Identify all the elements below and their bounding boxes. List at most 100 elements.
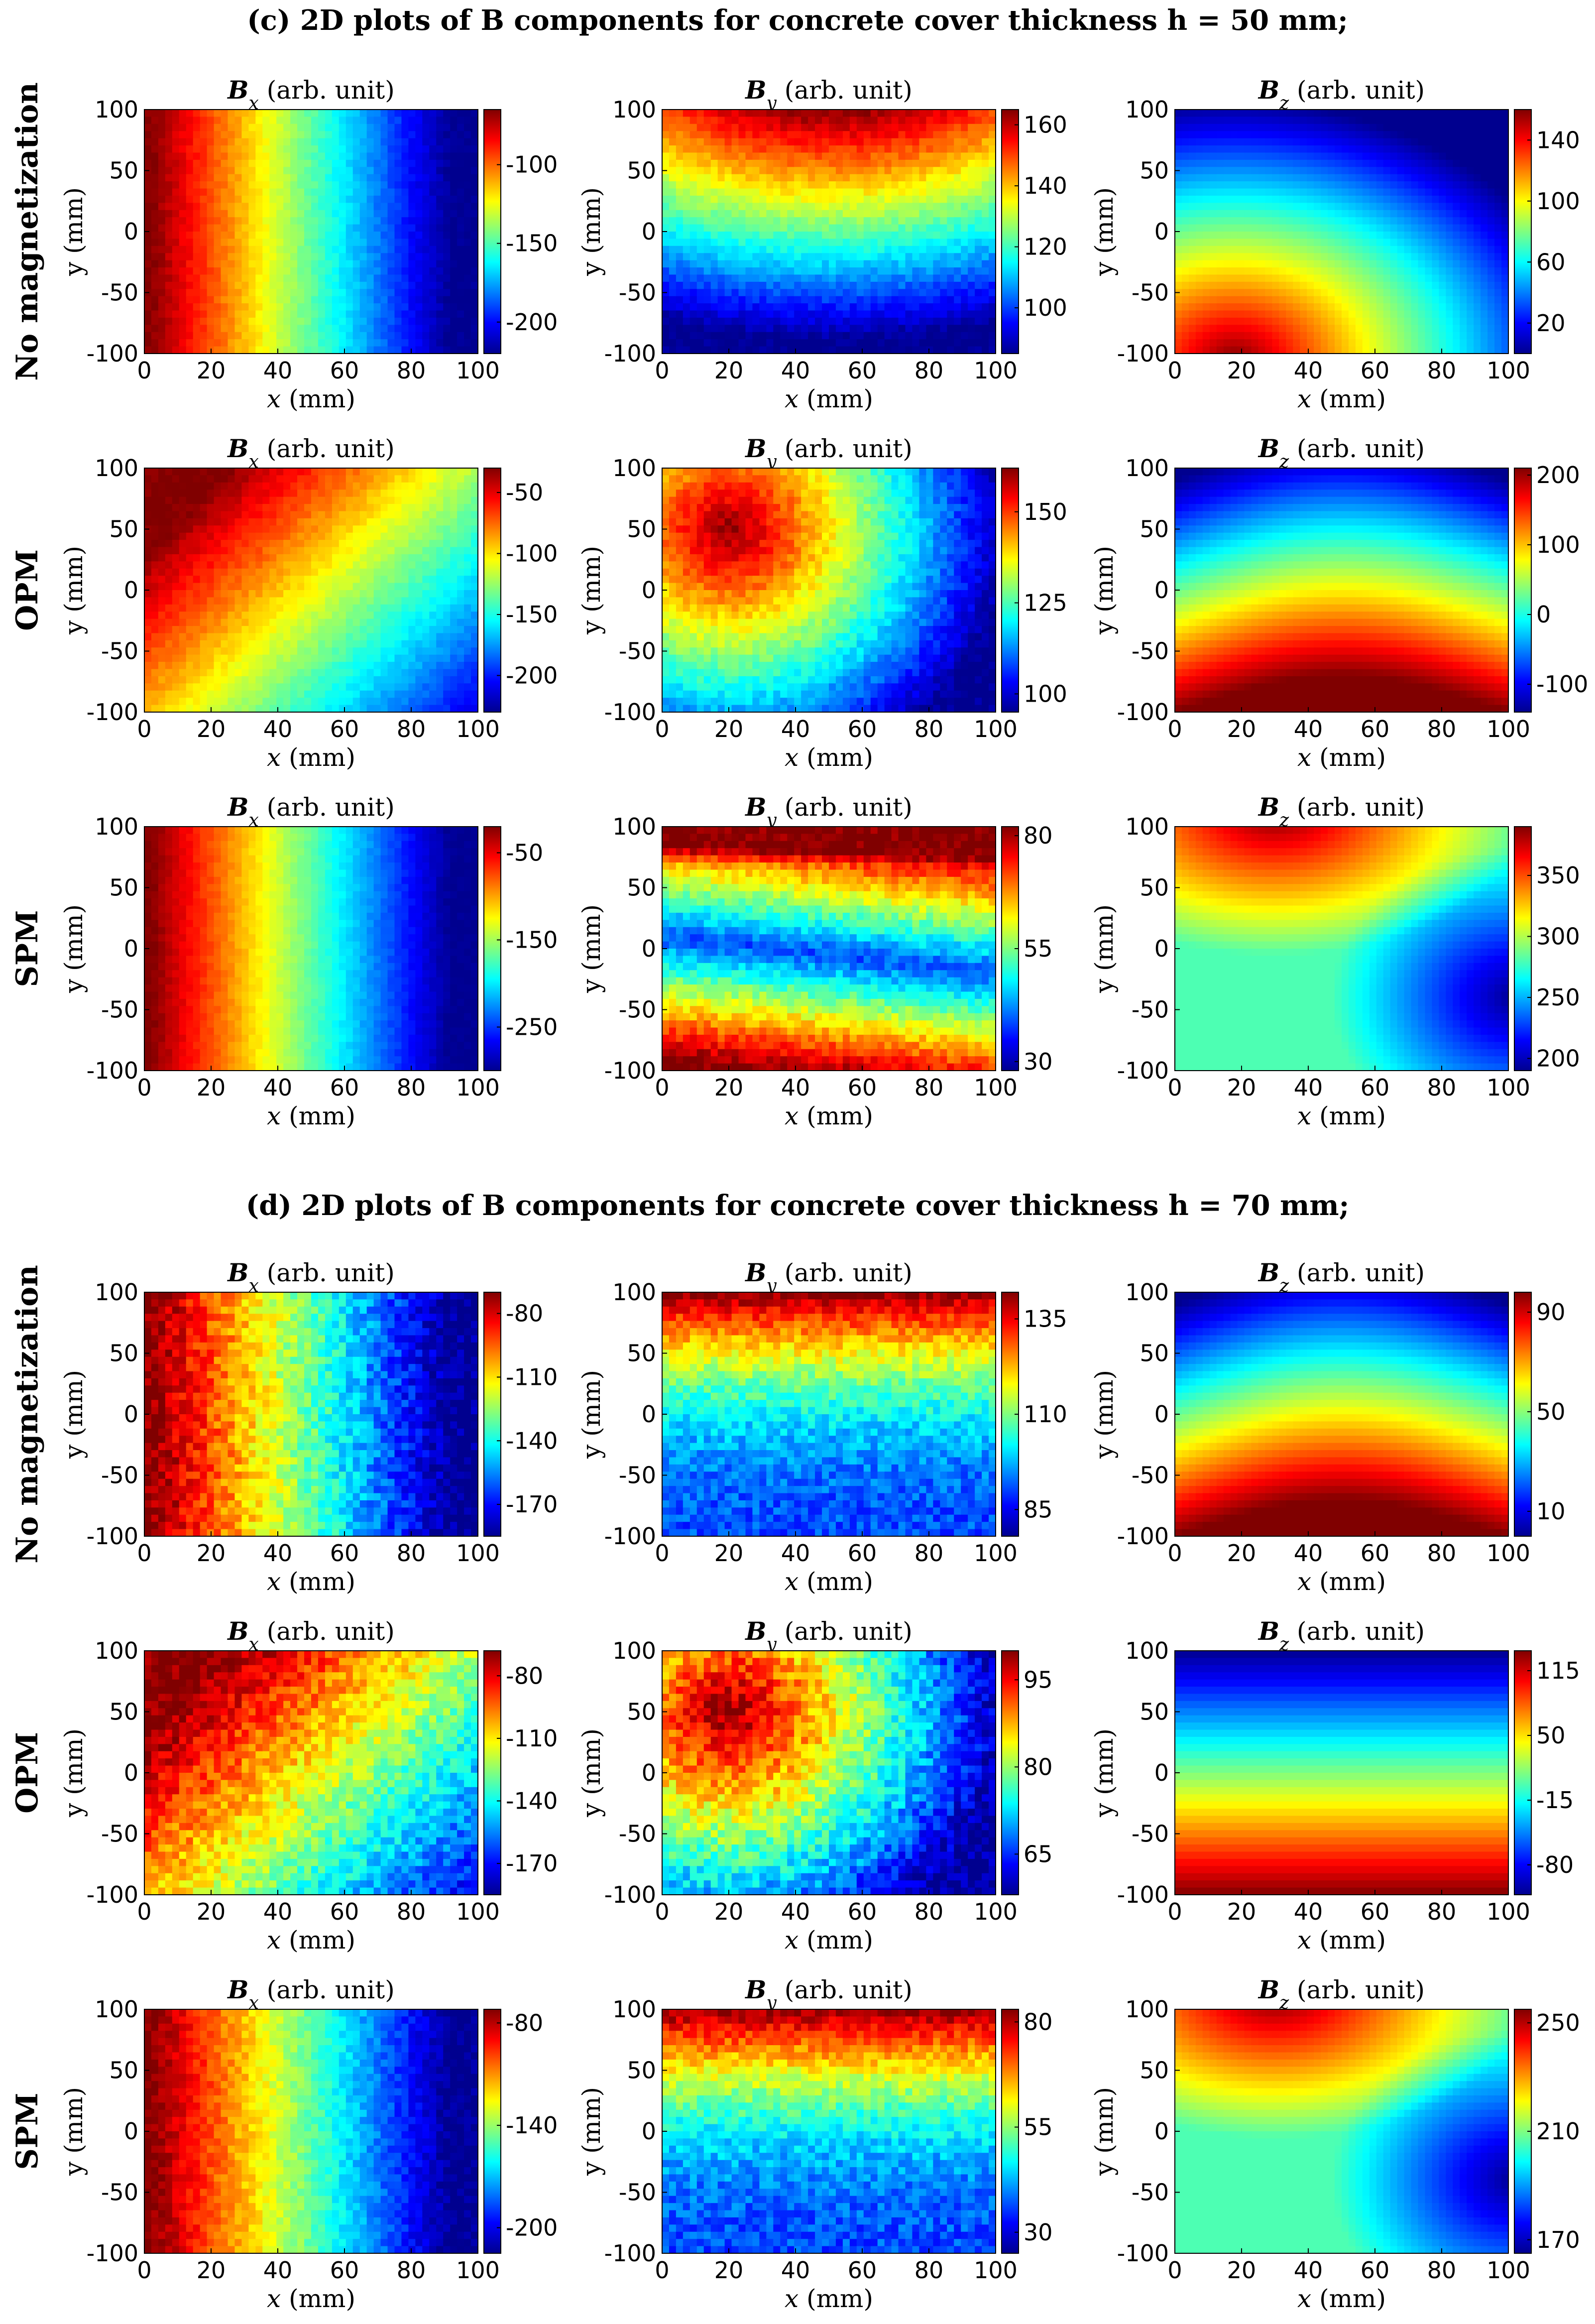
heatmap-cell — [248, 138, 256, 146]
heatmap-cell — [186, 274, 194, 282]
heatmap-cell — [346, 289, 353, 296]
heatmap-cell — [248, 289, 256, 296]
heatmap-cell — [304, 138, 312, 146]
heatmap-cell — [228, 339, 235, 347]
heatmap-cell — [172, 138, 180, 146]
heatmap-cell — [262, 217, 270, 225]
heatmap-cell — [193, 339, 201, 347]
heatmap-cell — [339, 311, 346, 318]
heatmap-cell — [311, 274, 319, 282]
heatmap-cell — [360, 124, 367, 131]
heatmap-cell — [325, 332, 333, 340]
heatmap-cell — [332, 339, 340, 347]
heatmap-cell — [339, 232, 346, 239]
heatmap-cell — [339, 124, 346, 131]
heatmap-cell — [346, 160, 353, 167]
heatmap-cell — [179, 152, 187, 160]
heatmap-cell — [353, 210, 360, 218]
heatmap-cell — [297, 138, 305, 146]
heatmap-cell — [360, 318, 367, 325]
heatmap-cell — [255, 296, 263, 304]
heatmap-cell — [151, 325, 159, 332]
heatmap-cell — [304, 174, 312, 182]
heatmap-cell — [151, 117, 159, 124]
heatmap-cell — [234, 196, 242, 203]
heatmap-cell — [179, 160, 187, 167]
heatmap-cell — [151, 196, 159, 203]
heatmap-cell — [297, 110, 305, 117]
heatmap-cell — [353, 152, 360, 160]
heatmap-cell — [290, 189, 298, 196]
heatmap-cell — [165, 217, 173, 225]
heatmap-cell — [151, 311, 159, 318]
heatmap-cell — [332, 181, 340, 189]
heatmap-cell — [221, 282, 228, 289]
heatmap-cell — [283, 210, 291, 218]
heatmap-cell — [248, 174, 256, 182]
heatmap-cell — [214, 160, 222, 167]
heatmap-cell — [151, 160, 159, 167]
heatmap-cell — [234, 296, 242, 304]
heatmap-cell — [325, 260, 333, 268]
heatmap-cell — [151, 145, 159, 153]
heatmap-cell — [325, 232, 333, 239]
heatmap-cell — [255, 282, 263, 289]
heatmap-cell — [193, 267, 201, 275]
heatmap-cell — [234, 282, 242, 289]
heatmap-cell — [276, 124, 284, 131]
heatmap-cell — [179, 296, 187, 304]
heatmap-cell — [360, 181, 367, 189]
heatmap-cell — [214, 303, 222, 311]
heatmap-cell — [234, 110, 242, 117]
heatmap-cell — [276, 289, 284, 296]
heatmap-cell — [353, 145, 360, 153]
heatmap-cell — [283, 189, 291, 196]
heatmap-cell — [248, 282, 256, 289]
heatmap-cell — [269, 160, 277, 167]
heatmap-cell — [144, 311, 152, 318]
heatmap-cell — [144, 217, 152, 225]
heatmap-cell — [325, 246, 333, 253]
heatmap-cell — [346, 232, 353, 239]
heatmap-cell — [172, 160, 180, 167]
heatmap-cell — [346, 311, 353, 318]
heatmap-cell — [207, 253, 215, 260]
heatmap-cell — [360, 332, 367, 340]
heatmap-cell — [200, 267, 208, 275]
heatmap-cell — [221, 117, 228, 124]
heatmap-cell — [193, 296, 201, 304]
heatmap-cell — [332, 196, 340, 203]
heatmap-cell — [311, 246, 319, 253]
heatmap-cell — [290, 267, 298, 275]
heatmap-cell — [228, 289, 235, 296]
heatmap-cell — [193, 181, 201, 189]
heatmap-cell — [151, 332, 159, 340]
heatmap-cell — [221, 160, 228, 167]
heatmap-cell — [255, 138, 263, 146]
heatmap-cell — [186, 282, 194, 289]
heatmap-cell — [214, 131, 222, 138]
heatmap-cell — [325, 138, 333, 146]
heatmap-cell — [234, 225, 242, 232]
heatmap-cell — [193, 138, 201, 146]
heatmap-cell — [228, 225, 235, 232]
heatmap-cell — [207, 189, 215, 196]
heatmap-cell — [339, 325, 346, 332]
heatmap-cell — [311, 260, 319, 268]
heatmap-cell — [318, 131, 326, 138]
heatmap-cell — [283, 318, 291, 325]
heatmap-cell — [304, 196, 312, 203]
heatmap-cell — [200, 124, 208, 131]
heatmap-cell — [339, 282, 346, 289]
heatmap-cell — [290, 203, 298, 210]
heatmap-cell — [172, 274, 180, 282]
heatmap-cell — [207, 174, 215, 182]
heatmap-cell — [325, 296, 333, 304]
heatmap-cell — [144, 325, 152, 332]
heatmap-cell — [255, 117, 263, 124]
heatmap-cell — [228, 318, 235, 325]
heatmap-cell — [200, 217, 208, 225]
heatmap-cell — [186, 152, 194, 160]
heatmap-cell — [214, 152, 222, 160]
heatmap-cell — [172, 318, 180, 325]
